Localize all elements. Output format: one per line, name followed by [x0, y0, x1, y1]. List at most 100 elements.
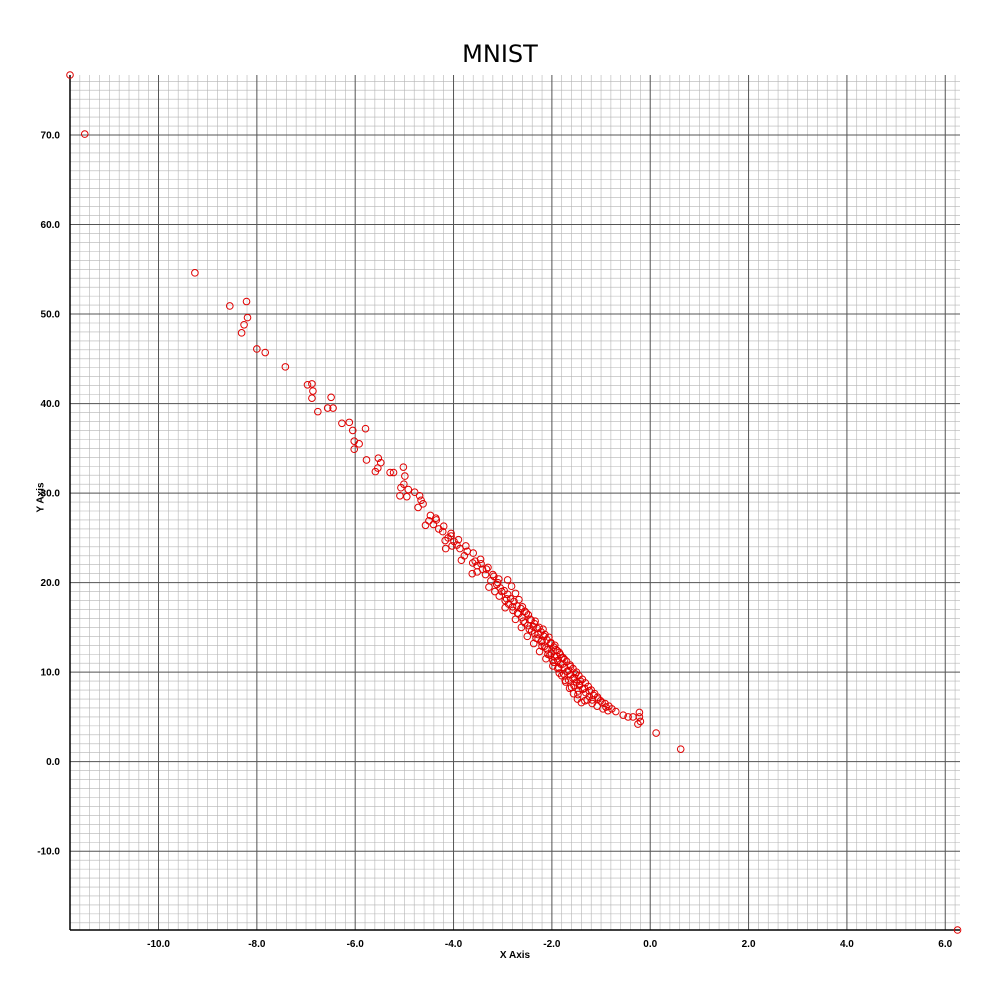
data-point [522, 609, 531, 617]
data-point [237, 329, 246, 337]
data-point [553, 664, 562, 673]
data-point [348, 426, 357, 435]
y-tick-label: -10.0 [37, 847, 60, 858]
data-point [523, 632, 532, 641]
data-point [502, 594, 511, 603]
data-point [574, 690, 582, 699]
data-point [243, 313, 252, 322]
data-point [362, 456, 371, 464]
data-point [484, 563, 492, 572]
axes [69, 75, 960, 931]
data-point [414, 503, 422, 512]
data-point [338, 419, 346, 428]
data-point [570, 681, 578, 690]
data-point [355, 440, 363, 448]
data-point [226, 302, 234, 310]
data-point [525, 625, 534, 633]
data-point [308, 380, 316, 388]
data-point [361, 424, 370, 433]
data-point [493, 578, 502, 587]
data-point [439, 522, 448, 531]
data-point [396, 491, 404, 500]
data-point [570, 673, 579, 682]
data-point [635, 713, 644, 721]
data-point [462, 542, 470, 550]
data-point [80, 130, 89, 138]
data-point [410, 488, 419, 497]
data-point [374, 454, 383, 462]
data-point [574, 687, 583, 695]
data-point [281, 363, 290, 371]
data-point [636, 717, 645, 726]
data-point [557, 671, 566, 680]
data-point [519, 617, 528, 625]
data-point [652, 729, 660, 737]
x-tick-label: -6.0 [347, 939, 365, 950]
data-point [552, 645, 560, 654]
data-point [508, 603, 517, 611]
data-point [529, 622, 537, 631]
data-point [612, 707, 620, 716]
x-tick-label: -2.0 [543, 939, 561, 950]
data-point [489, 570, 497, 579]
data-point [481, 570, 490, 579]
data-point [476, 555, 485, 564]
data-point [397, 483, 405, 492]
data-point [497, 587, 506, 596]
y-tick-label: 40.0 [41, 399, 61, 410]
data-point [511, 615, 520, 624]
data-point [415, 491, 424, 500]
data-point [432, 516, 441, 524]
data-point [454, 535, 463, 544]
data-point [551, 641, 559, 650]
data-point [441, 544, 450, 553]
data-point [309, 387, 317, 395]
x-tick-label: 4.0 [840, 939, 854, 950]
data-point [559, 670, 568, 678]
data-point [473, 568, 481, 576]
data-point [501, 603, 509, 612]
x-tick-label: -10.0 [147, 939, 170, 950]
data-point [599, 705, 607, 713]
data-point [494, 575, 503, 583]
data-point [457, 556, 466, 565]
data-point [634, 720, 642, 728]
data-point [485, 583, 493, 591]
data-point [421, 521, 430, 530]
data-point [66, 71, 74, 79]
x-tick-label: -8.0 [248, 939, 266, 950]
data-point [635, 708, 644, 717]
data-point [495, 592, 504, 600]
x-tick-label: -4.0 [445, 939, 463, 950]
data-point [329, 404, 337, 412]
data-point [389, 468, 398, 477]
data-point [261, 348, 270, 357]
y-tick-labels: -10.0 0.0 10.0 20.0 30.0 40.0 50.0 60.0 70.0 [37, 130, 60, 857]
data-point [350, 445, 359, 454]
y-tick-label: 20.0 [41, 578, 61, 589]
data-point [507, 582, 516, 591]
data-point [532, 634, 540, 642]
data-point [448, 542, 456, 550]
data-point [575, 679, 584, 688]
data-point [417, 496, 425, 505]
data-point [438, 527, 447, 536]
data-point [477, 560, 485, 568]
x-tick-labels: -10.0 -8.0 -6.0 -4.0 -2.0 0.0 2.0 4.0 6.0 [147, 939, 953, 950]
y-tick-label: 60.0 [41, 220, 61, 231]
x-tick-label: 6.0 [938, 939, 952, 950]
data-point [583, 696, 592, 704]
data-point [555, 669, 564, 677]
data-point [447, 532, 455, 540]
data-point [571, 670, 580, 678]
data-point [399, 463, 408, 471]
data-point [564, 666, 573, 675]
data-point [469, 549, 478, 557]
data-point [404, 485, 413, 494]
data-point [585, 687, 594, 695]
data-point [544, 650, 552, 659]
data-point [314, 407, 322, 416]
data-points [66, 71, 962, 934]
data-point [308, 394, 316, 402]
